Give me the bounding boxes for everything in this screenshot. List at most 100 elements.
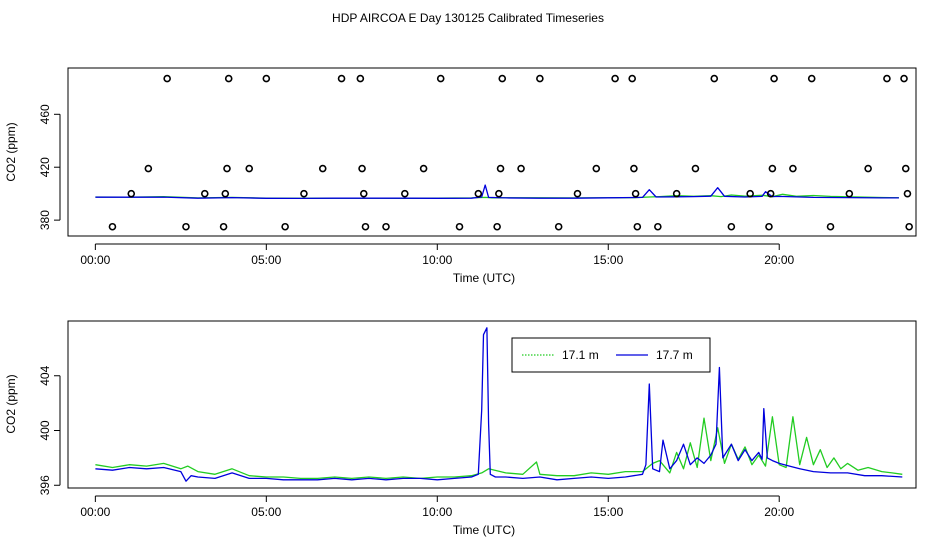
calibration-point: [592, 164, 601, 173]
calibration-point: [200, 189, 209, 198]
x-tick-label: 15:00: [593, 253, 623, 267]
calibration-point: [127, 189, 136, 198]
x-tick-label: 20:00: [764, 505, 794, 519]
calibration-point: [768, 164, 777, 173]
calibration-point: [496, 164, 505, 173]
calibration-point: [536, 74, 544, 83]
bottom-y-axis-label: CO2 (ppm): [4, 374, 18, 433]
calibration-point: [495, 189, 503, 198]
calibration-point: [224, 74, 233, 83]
x-tick-label: 00:00: [80, 505, 110, 519]
calibration-point: [358, 164, 366, 173]
calibration-point: [766, 189, 775, 198]
bottom-x-axis-label: Time (UTC): [453, 523, 515, 537]
bottom-y-axis: 396 400 404: [38, 365, 61, 495]
y-tick-label: 400: [38, 420, 52, 440]
legend-label-17-1m: 17.1 m: [562, 348, 599, 362]
calibration-point: [901, 164, 910, 173]
y-tick-label: 404: [38, 365, 52, 385]
calibration-point: [770, 74, 778, 83]
top-calibration-points: [108, 74, 913, 231]
bottom-series-lines: [95, 327, 903, 482]
calibration-point: [281, 222, 289, 231]
bottom-panel: 00:00 05:00 10:00 15:00 20:00 396 400 404 Time…: [4, 320, 917, 537]
x-tick-label: 20:00: [764, 253, 794, 267]
chart-title: HDP AIRCOA E Day 130125 Calibrated Times…: [332, 11, 604, 25]
x-tick-label: 10:00: [422, 505, 452, 519]
legend-box: [511, 337, 711, 373]
calibration-point: [356, 74, 365, 83]
top-x-axis-label: Time (UTC): [453, 271, 515, 285]
calibration-point: [691, 164, 700, 173]
calibration-point: [361, 222, 370, 231]
bottom-x-axis: 00:00 05:00 10:00 15:00 20:00: [80, 495, 795, 519]
calibration-point: [727, 222, 736, 231]
calibration-point: [337, 74, 346, 83]
calibration-point: [807, 74, 816, 83]
series-line-17-1-m: [95, 416, 903, 480]
calibration-point: [436, 74, 445, 83]
x-tick-label: 10:00: [422, 253, 452, 267]
calibration-point: [359, 189, 368, 198]
calibration-point: [573, 189, 582, 198]
top-x-axis: 00:00 05:00 10:00 15:00 20:00: [80, 243, 795, 267]
top-y-axis: 380 420 460: [38, 104, 61, 230]
y-tick-label: 396: [38, 475, 52, 495]
calibration-point: [221, 189, 230, 198]
calibration-point: [474, 189, 483, 198]
top-series-lines: [95, 184, 899, 200]
calibration-point: [219, 222, 228, 231]
top-y-axis-label: CO2 (ppm): [4, 122, 18, 181]
top-panel: 00:00 05:00 10:00 15:00 20:00 380 420 460 Time…: [4, 67, 917, 285]
calibration-point: [401, 189, 409, 198]
calibration-point: [746, 189, 754, 198]
x-tick-label: 15:00: [593, 505, 623, 519]
calibration-point: [883, 74, 891, 83]
series-line-blue: [95, 184, 899, 200]
y-tick-label: 460: [38, 104, 52, 124]
calibration-point: [318, 164, 327, 173]
calibration-point: [628, 74, 636, 83]
calibration-point: [654, 222, 662, 231]
calibration-point: [455, 222, 464, 231]
calibration-point: [631, 189, 640, 198]
calibration-point: [182, 222, 190, 231]
calibration-point: [630, 164, 638, 173]
calibration-point: [223, 164, 231, 173]
calibration-point: [382, 222, 390, 231]
calibration-point: [419, 164, 428, 173]
calibration-point: [864, 164, 872, 173]
bottom-plot-frame: [67, 320, 917, 489]
top-plot-frame: [67, 67, 917, 237]
y-tick-label: 380: [38, 210, 52, 230]
series-line-17-7-m: [95, 327, 903, 482]
calibration-point: [903, 189, 912, 198]
x-tick-label: 05:00: [251, 505, 281, 519]
y-tick-label: 420: [38, 157, 52, 177]
calibration-point: [493, 222, 501, 231]
legend-label-17-7m: 17.7 m: [656, 348, 693, 362]
calibration-point: [672, 189, 681, 198]
x-tick-label: 05:00: [251, 253, 281, 267]
calibration-point: [144, 164, 153, 173]
calibration-point: [633, 222, 642, 231]
calibration-point: [108, 222, 117, 231]
calibration-point: [905, 222, 913, 231]
calibration-point: [845, 189, 854, 198]
calibration-point: [765, 222, 773, 231]
calibration-point: [262, 74, 271, 83]
calibration-point: [517, 164, 525, 173]
legend: 17.1 m 17.7 m: [511, 337, 711, 373]
calibration-point: [826, 222, 835, 231]
calibration-point: [900, 74, 908, 83]
x-tick-label: 00:00: [80, 253, 110, 267]
calibration-point: [554, 222, 563, 231]
calibration-point: [498, 74, 507, 83]
calibration-point: [789, 164, 797, 173]
calibration-point: [245, 164, 254, 173]
calibration-point: [710, 74, 719, 83]
calibration-point: [300, 189, 308, 198]
calibration-point: [163, 74, 171, 83]
calibration-point: [611, 74, 619, 83]
